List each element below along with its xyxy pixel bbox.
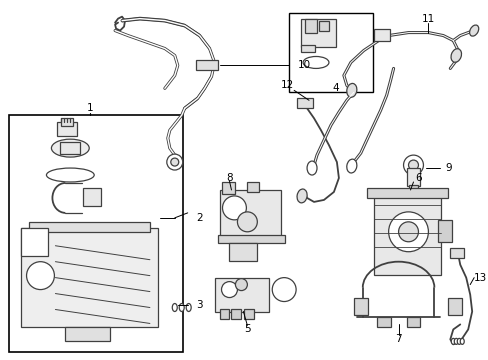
Text: 9: 9 [444, 163, 451, 173]
Bar [231, 310, 241, 319]
Circle shape [403, 155, 423, 175]
Ellipse shape [456, 338, 460, 345]
Bar [20, 228, 158, 328]
Bar [214, 278, 269, 312]
Text: 12: 12 [280, 80, 293, 90]
Bar [83, 188, 101, 206]
Text: 4: 4 [332, 84, 339, 93]
Ellipse shape [453, 338, 457, 345]
Circle shape [407, 160, 418, 170]
Ellipse shape [51, 139, 89, 157]
Bar [9, 115, 183, 352]
Ellipse shape [186, 303, 191, 311]
Bar [407, 185, 418, 191]
Bar [57, 122, 77, 136]
Bar [373, 28, 389, 41]
Text: 13: 13 [472, 273, 486, 283]
Circle shape [222, 196, 246, 220]
Circle shape [398, 222, 418, 242]
Bar [60, 142, 80, 154]
Text: 6: 6 [414, 173, 421, 183]
Ellipse shape [346, 159, 356, 173]
Text: 2: 2 [196, 213, 203, 223]
Text: 8: 8 [226, 173, 232, 183]
Bar [318, 21, 328, 31]
Text: 10: 10 [297, 60, 310, 71]
Bar [406, 168, 420, 186]
Bar [20, 228, 48, 256]
Ellipse shape [459, 338, 463, 345]
Bar [449, 248, 463, 258]
Bar [301, 19, 335, 46]
Circle shape [388, 212, 427, 252]
Bar [217, 235, 285, 243]
Bar [247, 182, 259, 192]
Bar [219, 310, 229, 319]
Ellipse shape [450, 338, 454, 345]
Bar [447, 298, 461, 315]
Bar [373, 190, 441, 275]
Bar [229, 243, 257, 261]
Text: 11: 11 [421, 14, 434, 24]
Ellipse shape [296, 189, 306, 203]
Bar [219, 190, 281, 238]
Circle shape [235, 279, 247, 291]
Text: 3: 3 [196, 300, 203, 310]
Circle shape [166, 154, 183, 170]
Text: 5: 5 [244, 324, 250, 334]
Bar [288, 13, 372, 92]
Ellipse shape [306, 161, 316, 175]
Bar [65, 328, 110, 341]
Bar [195, 60, 217, 71]
Bar [301, 45, 314, 53]
Ellipse shape [172, 303, 177, 311]
Bar [244, 310, 254, 319]
Circle shape [221, 282, 237, 298]
Ellipse shape [468, 25, 478, 36]
Bar [297, 98, 312, 108]
Bar [366, 188, 447, 198]
Ellipse shape [303, 57, 328, 68]
Circle shape [26, 262, 54, 289]
Ellipse shape [46, 168, 94, 182]
Ellipse shape [450, 49, 461, 62]
Circle shape [170, 158, 179, 166]
Circle shape [237, 212, 257, 232]
Bar [406, 318, 420, 328]
Circle shape [272, 278, 296, 302]
Bar [28, 222, 150, 232]
Bar [305, 19, 316, 32]
Bar [221, 182, 235, 194]
Text: 1: 1 [87, 103, 93, 113]
Bar [376, 318, 390, 328]
Bar [437, 220, 451, 242]
Bar [61, 118, 73, 126]
Text: 7: 7 [394, 334, 401, 345]
Ellipse shape [346, 84, 356, 97]
Ellipse shape [179, 303, 184, 311]
Bar [353, 298, 367, 315]
